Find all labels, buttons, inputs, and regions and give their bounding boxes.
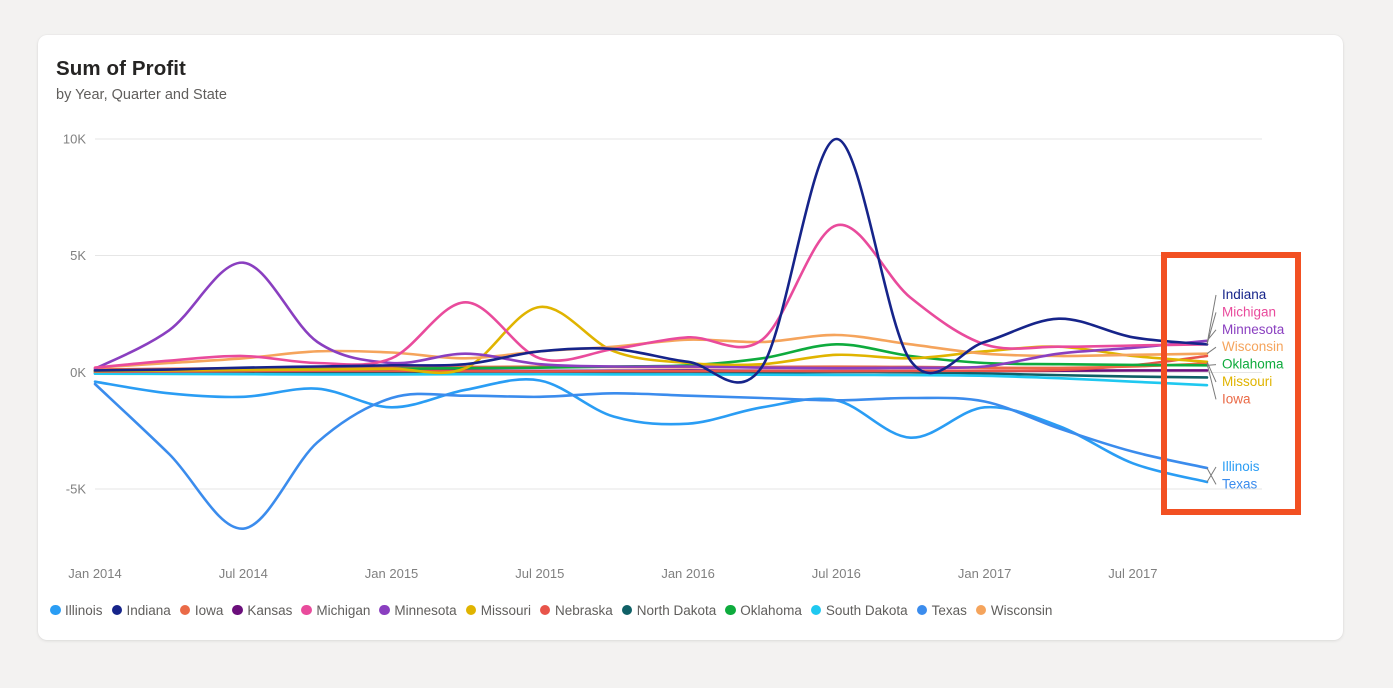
series-data-label-illinois: Illinois: [1222, 459, 1260, 474]
legend-color-swatch-icon: [379, 604, 390, 616]
y-axis-tick-label: 5K: [70, 248, 86, 263]
legend-item-label: Oklahoma: [740, 602, 802, 618]
legend-item-missouri[interactable]: Missouri: [465, 602, 531, 618]
legend-item-label: Nebraska: [554, 602, 613, 618]
legend-item-indiana[interactable]: Indiana: [111, 602, 171, 618]
legend-color-swatch-icon: [179, 604, 191, 616]
legend-color-swatch-icon: [725, 604, 736, 616]
legend-color-swatch-icon: [50, 604, 61, 616]
x-axis-tick-label: Jan 2016: [661, 566, 715, 581]
legend-color-swatch-icon: [111, 604, 123, 616]
label-leader-line: [1206, 467, 1217, 485]
legend-item-minnesota[interactable]: Minnesota: [379, 602, 457, 618]
x-axis-tick-label: Jul 2017: [1108, 566, 1157, 581]
series-data-label-oklahoma: Oklahoma: [1222, 357, 1284, 372]
legend-item-label: North Dakota: [636, 602, 717, 618]
x-axis-tick-label: Jul 2015: [515, 566, 564, 581]
legend-color-swatch-icon: [810, 604, 822, 616]
legend-item-illinois[interactable]: Illinois: [50, 603, 103, 618]
legend-color-swatch-icon: [975, 604, 987, 616]
series-data-label-wisconsin: Wisconsin: [1222, 339, 1284, 354]
legend-item-label: Wisconsin: [990, 602, 1053, 618]
label-leader-line: [1206, 363, 1217, 400]
label-leader-line: [1206, 466, 1217, 483]
series-data-label-michigan: Michigan: [1222, 304, 1276, 319]
y-axis-tick-label: -5K: [66, 482, 87, 497]
legend-item-label: Michigan: [316, 602, 371, 618]
y-axis-tick-label: 0K: [70, 365, 86, 380]
series-data-label-indiana: Indiana: [1222, 287, 1267, 302]
series-data-label-iowa: Iowa: [1222, 391, 1251, 406]
legend-item-oklahoma[interactable]: Oklahoma: [725, 603, 802, 618]
legend-item-label: Indiana: [126, 602, 171, 618]
series-line-south-dakota[interactable]: [93, 372, 1209, 387]
page-subtitle: by Year, Quarter and State: [56, 87, 227, 103]
legend-item-label: Iowa: [194, 602, 224, 618]
label-leader-line: [1206, 361, 1217, 383]
chart-legend[interactable]: Illinois Indiana Iowa Kansas Michigan Minneso…: [50, 595, 1335, 625]
plot-area: 10K 5K 0K -5K Jan 2014 Jul 2014 Jan 2015 Jul 20…: [38, 35, 1343, 640]
legend-item-kansas[interactable]: Kansas: [232, 603, 292, 618]
series-line-michigan[interactable]: [93, 223, 1209, 369]
legend-color-swatch-icon: [301, 604, 312, 616]
legend-color-swatch-icon: [621, 604, 633, 616]
legend-item-label: Missouri: [480, 602, 531, 618]
series-data-label-missouri: Missouri: [1222, 374, 1272, 389]
legend-item-label: Texas: [931, 602, 967, 618]
legend-item-south-dakota[interactable]: South Dakota: [810, 602, 908, 618]
label-leader-line: [1206, 294, 1217, 345]
legend-item-michigan[interactable]: Michigan: [301, 603, 370, 618]
series-line-illinois[interactable]: [93, 378, 1209, 484]
line-chart[interactable]: 10K 5K 0K -5K Jan 2014 Jul 2014 Jan 2015 Jul 20…: [38, 35, 1343, 640]
series-line-texas[interactable]: [93, 382, 1209, 530]
chart-card: Sum of Profit by Year, Quarter and State…: [38, 35, 1343, 640]
legend-item-north-dakota[interactable]: North Dakota: [621, 602, 717, 618]
legend-item-iowa[interactable]: Iowa: [179, 602, 224, 618]
legend-item-label: Illinois: [65, 602, 103, 618]
series-line-indiana[interactable]: [93, 137, 1209, 384]
x-axis-tick-label: Jul 2016: [812, 566, 861, 581]
series-data-label-minnesota: Minnesota: [1222, 322, 1285, 337]
legend-color-swatch-icon: [465, 604, 477, 616]
legend-item-label: Minnesota: [394, 602, 457, 618]
label-leader-line: [1206, 329, 1217, 342]
legend-color-swatch-icon: [916, 604, 928, 616]
series-line-minnesota[interactable]: [93, 261, 1209, 371]
legend-item-wisconsin[interactable]: Wisconsin: [975, 602, 1053, 618]
legend-item-nebraska[interactable]: Nebraska: [539, 602, 613, 618]
series-data-label-texas: Texas: [1222, 476, 1258, 491]
page-title: Sum of Profit: [56, 57, 186, 80]
x-axis-tick-label: Jul 2014: [219, 566, 268, 581]
legend-item-label: South Dakota: [825, 602, 908, 618]
label-leader-line: [1206, 346, 1217, 355]
legend-item-label: Kansas: [247, 602, 293, 618]
x-axis-tick-label: Jan 2014: [68, 566, 122, 581]
legend-item-texas[interactable]: Texas: [916, 602, 967, 618]
x-axis-tick-label: Jan 2017: [958, 566, 1012, 581]
legend-color-swatch-icon: [539, 604, 551, 616]
legend-color-swatch-icon: [232, 604, 243, 616]
y-axis-tick-label: 10K: [63, 132, 86, 147]
x-axis-tick-label: Jan 2015: [365, 566, 419, 581]
